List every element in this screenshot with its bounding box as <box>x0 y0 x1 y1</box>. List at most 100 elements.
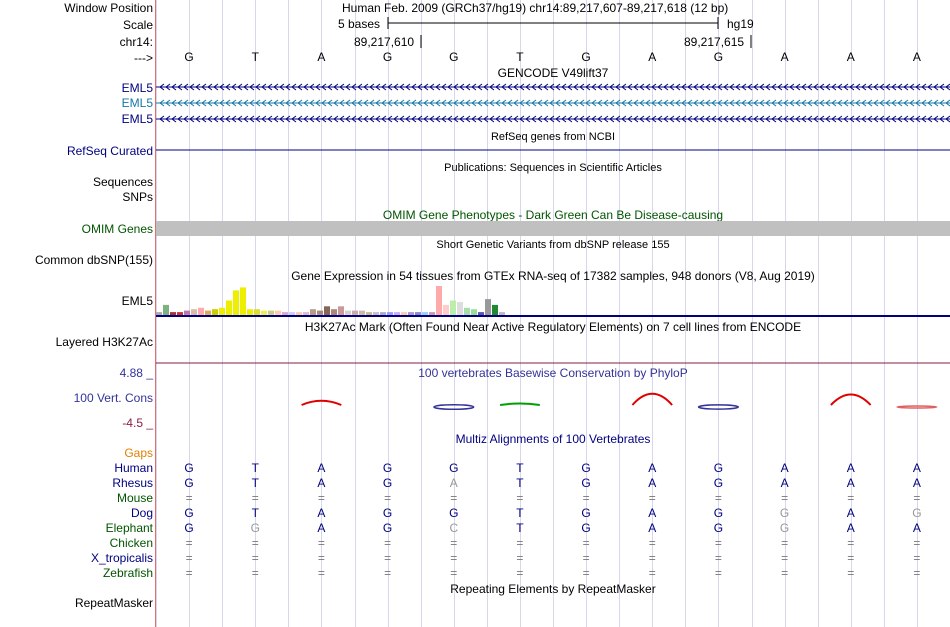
alignment-base: G <box>713 461 724 475</box>
scale-label: Scale <box>122 18 153 32</box>
gtex-tissue-bar <box>254 309 260 315</box>
gtex-tissue-bar <box>247 309 253 315</box>
gtex-tissue-bar <box>443 304 449 315</box>
alignment-base: = <box>847 491 855 505</box>
alignment-base: G <box>713 506 724 520</box>
gtex-tissue-bar <box>387 312 393 315</box>
gtex-tissue-bar <box>212 309 218 315</box>
alignment-base: G <box>184 506 194 520</box>
phylop-trough <box>433 403 475 411</box>
alignment-base: = <box>317 551 325 565</box>
gencode-strand-arrows <box>159 99 950 107</box>
sequence-base: A <box>912 50 921 64</box>
cons-track-title: 100 vertebrates Basewise Conservation by… <box>418 366 688 380</box>
gtex-tissue-bar <box>324 306 330 315</box>
scale-assembly: hg19 <box>727 17 754 31</box>
species-label[interactable]: Elephant <box>105 521 153 535</box>
cons-min-label: -4.5 _ <box>122 416 153 430</box>
alignment-base: A <box>648 461 657 475</box>
gtex-label[interactable]: EML5 <box>121 294 153 308</box>
gtex-tissue-bar <box>345 310 351 315</box>
sequence-base: G <box>713 50 724 64</box>
gencode-row-label-2[interactable]: EML5 <box>121 96 153 110</box>
alignment-base: T <box>251 461 259 475</box>
refseq-track-title: RefSeq genes from NCBI <box>490 131 616 143</box>
h3k27ac-label[interactable]: Layered H3K27Ac <box>55 335 153 349</box>
alignment-base: = <box>847 536 855 550</box>
guide-line <box>586 0 588 627</box>
alignment-base: A <box>846 461 855 475</box>
gencode-row-label-1[interactable]: EML5 <box>121 81 153 95</box>
gencode-track-title: GENCODE V49lift37 <box>497 66 609 80</box>
alignment-base: A <box>317 521 326 535</box>
publications-label-sequences[interactable]: Sequences <box>92 175 153 189</box>
alignment-base: = <box>450 566 458 580</box>
cons-label[interactable]: 100 Vert. Cons <box>73 391 153 405</box>
omim-track-title: OMIM Gene Phenotypes - Dark Green Can Be… <box>382 208 724 222</box>
multiz-gaps-label[interactable]: Gaps <box>124 446 153 460</box>
gencode-strand-arrows <box>159 83 950 91</box>
sequence-base: T <box>516 50 524 64</box>
gtex-tissue-bar <box>310 309 316 315</box>
gencode-row-label-3[interactable]: EML5 <box>121 112 153 126</box>
alignment-base: = <box>913 551 921 565</box>
phylop-trough <box>896 405 938 409</box>
alignment-base: = <box>251 536 259 550</box>
alignment-base: A <box>912 476 921 490</box>
gtex-tissue-bar <box>240 287 246 315</box>
dbsnp-label[interactable]: Common dbSNP(155) <box>34 253 153 267</box>
phylop-peak <box>830 393 872 406</box>
phylop-peak <box>301 399 342 406</box>
phylop-trough <box>697 404 740 410</box>
alignment-base: A <box>317 461 326 475</box>
gtex-tissue-bar <box>366 312 372 315</box>
gtex-tissue-bar <box>492 304 498 315</box>
coord-left: 89,217,610 <box>354 35 415 49</box>
gtex-tissue-bar <box>163 304 169 315</box>
species-label[interactable]: Human <box>114 461 153 475</box>
alignment-base: G <box>581 461 591 475</box>
gtex-tissue-bar <box>415 312 421 315</box>
gtex-tissue-bar <box>408 312 414 315</box>
gtex-tissue-bar <box>177 312 183 315</box>
sequence-base: G <box>581 50 591 64</box>
alignment-base: = <box>384 491 392 505</box>
alignment-base: = <box>317 566 325 580</box>
alignment-base: = <box>781 566 789 580</box>
alignment-base: = <box>648 536 656 550</box>
sequence-base: T <box>251 50 259 64</box>
alignment-base: G <box>581 476 591 490</box>
alignment-base: A <box>648 521 657 535</box>
publications-label-snps[interactable]: SNPs <box>122 190 153 204</box>
alignment-base: = <box>913 491 921 505</box>
species-label[interactable]: Dog <box>130 506 153 520</box>
species-label[interactable]: Chicken <box>109 536 153 550</box>
alignment-base: = <box>450 551 458 565</box>
refseq-label[interactable]: RefSeq Curated <box>66 144 153 158</box>
alignment-base: = <box>185 536 193 550</box>
species-label[interactable]: Zebrafish <box>102 566 153 580</box>
omim-label[interactable]: OMIM Genes <box>81 222 153 236</box>
gtex-tissue-bar <box>450 300 456 315</box>
alignment-base: = <box>847 566 855 580</box>
guide-line <box>751 0 753 627</box>
alignment-base: A <box>846 506 855 520</box>
guide-line <box>685 0 687 627</box>
alignment-base: T <box>516 461 524 475</box>
alignment-base: G <box>779 521 790 535</box>
alignment-base: G <box>713 521 724 535</box>
gtex-tissue-bar <box>401 312 407 315</box>
species-label[interactable]: Mouse <box>116 491 153 505</box>
alignment-base: = <box>847 551 855 565</box>
repeatmasker-label[interactable]: RepeatMasker <box>74 596 153 610</box>
omim-phenotype-bar[interactable] <box>156 221 950 236</box>
species-label[interactable]: Rhesus <box>112 476 153 490</box>
repeatmasker-track-title: Repeating Elements by RepeatMasker <box>450 582 656 596</box>
gtex-tissue-bar <box>275 310 281 315</box>
alignment-base: G <box>912 506 922 520</box>
alignment-base: A <box>648 506 657 520</box>
alignment-base: G <box>713 476 724 490</box>
species-label[interactable]: X_tropicalis <box>90 551 153 565</box>
alignment-base: = <box>516 566 524 580</box>
